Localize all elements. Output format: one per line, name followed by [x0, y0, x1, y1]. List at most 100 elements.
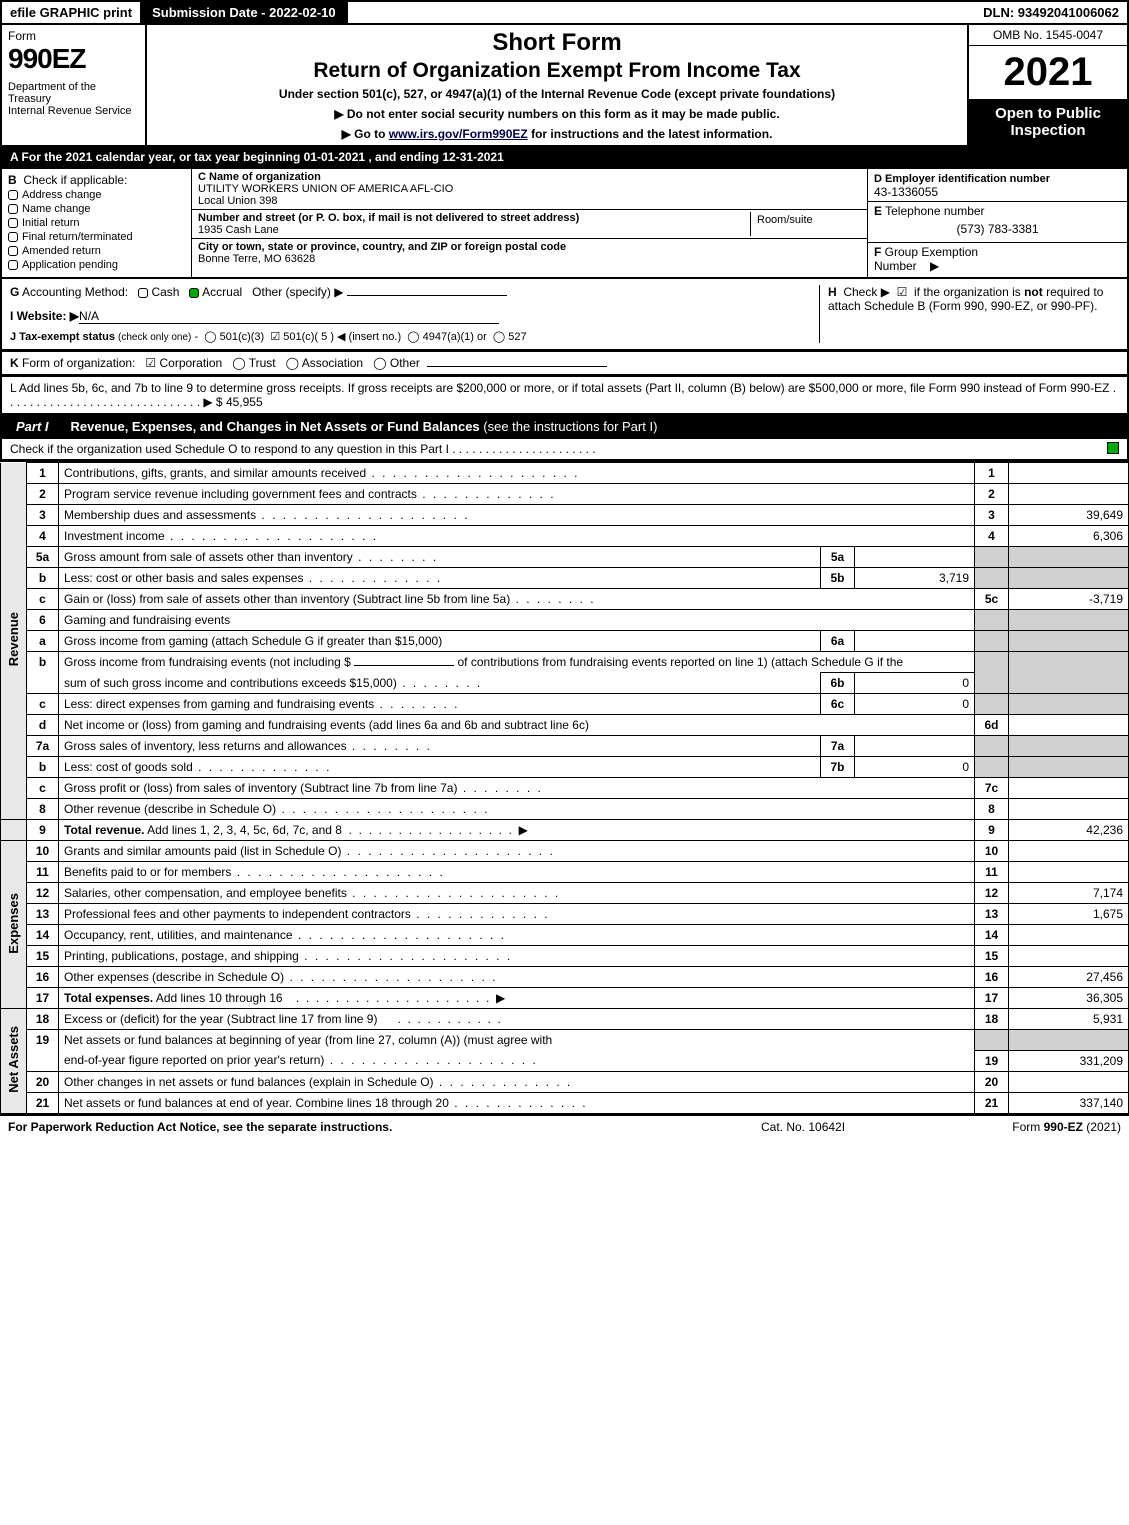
footer-center: Cat. No. 10642I	[761, 1120, 941, 1134]
line-6-desc: Gaming and fundraising events	[59, 610, 975, 631]
line-6b-subval: 0	[855, 673, 975, 694]
line-11-box: 11	[975, 862, 1009, 883]
cb-address-change[interactable]: Address change	[8, 189, 185, 201]
line-5a-desc: Gross amount from sale of assets other t…	[59, 547, 821, 568]
top-bar: efile GRAPHIC print Submission Date - 20…	[0, 0, 1129, 25]
line-11-desc: Benefits paid to or for members	[59, 862, 975, 883]
line-7c-val	[1009, 778, 1129, 799]
group-exemption-label: F Group ExemptionNumber ▶	[874, 245, 978, 273]
footer-right: Form 990-EZ (2021)	[941, 1120, 1121, 1134]
section-i: I Website: ▶N/A	[10, 309, 819, 324]
website-value: N/A	[79, 309, 499, 324]
line-4-val: 6,306	[1009, 526, 1129, 547]
line-15-box: 15	[975, 946, 1009, 967]
line-6a-subval	[855, 631, 975, 652]
warning-ssn: ▶ Do not enter social security numbers o…	[155, 107, 959, 121]
section-c: C Name of organization UTILITY WORKERS U…	[192, 169, 867, 277]
line-13-box: 13	[975, 904, 1009, 925]
section-l: L Add lines 5b, 6c, and 7b to line 9 to …	[0, 376, 1129, 415]
line-17-num: 17	[27, 988, 59, 1009]
page-footer: For Paperwork Reduction Act Notice, see …	[0, 1114, 1129, 1138]
line-19-box-s	[975, 1030, 1009, 1051]
line-4-box: 4	[975, 526, 1009, 547]
line-1-box: 1	[975, 463, 1009, 484]
line-6b-desc1: Gross income from fundraising events (no…	[59, 652, 975, 673]
part1-table: Revenue 1 Contributions, gifts, grants, …	[0, 462, 1129, 1114]
city-label: City or town, state or province, country…	[198, 241, 861, 253]
cb-final-return[interactable]: Final return/terminated	[8, 231, 185, 243]
line-9-num: 9	[27, 820, 59, 841]
line-20-desc: Other changes in net assets or fund bala…	[59, 1071, 975, 1092]
cb-name-change[interactable]: Name change	[8, 203, 185, 215]
line-2-num: 2	[27, 484, 59, 505]
line-8-num: 8	[27, 799, 59, 820]
line-6a-val	[1009, 631, 1129, 652]
line-14-val	[1009, 925, 1129, 946]
line-5b-desc: Less: cost or other basis and sales expe…	[59, 568, 821, 589]
line-5b-subnum: 5b	[821, 568, 855, 589]
line-6a-desc: Gross income from gaming (attach Schedul…	[59, 631, 821, 652]
line-7b-box	[975, 757, 1009, 778]
phone-label: E Telephone number	[874, 204, 985, 218]
netassets-side-label: Net Assets	[6, 1026, 21, 1093]
line-7a-box	[975, 736, 1009, 757]
line-4-desc: Investment income	[59, 526, 975, 547]
line-20-val	[1009, 1071, 1129, 1092]
line-2-box: 2	[975, 484, 1009, 505]
line-6c-subnum: 6c	[821, 694, 855, 715]
dln: DLN: 93492041006062	[975, 2, 1127, 23]
section-b: B B Check if applicable:Check if applica…	[2, 169, 192, 277]
line-6a-subnum: 6a	[821, 631, 855, 652]
line-6d-box: 6d	[975, 715, 1009, 736]
line-7b-val	[1009, 757, 1129, 778]
part1-title: Revenue, Expenses, and Changes in Net As…	[63, 415, 1127, 438]
line-18-val: 5,931	[1009, 1009, 1129, 1030]
line-7c-num: c	[27, 778, 59, 799]
line-5c-box: 5c	[975, 589, 1009, 610]
line-5b-val	[1009, 568, 1129, 589]
line-10-box: 10	[975, 841, 1009, 862]
cb-accrual[interactable]	[189, 288, 199, 298]
line-5c-val: -3,719	[1009, 589, 1129, 610]
form-id-block: Form 990EZ Department of the Treasury In…	[2, 25, 147, 145]
line-9-val: 42,236	[1009, 820, 1129, 841]
omb-number: OMB No. 1545-0047	[969, 25, 1127, 46]
line-14-num: 14	[27, 925, 59, 946]
line-5a-val	[1009, 547, 1129, 568]
line-6b-box-s	[975, 652, 1009, 673]
line-8-box: 8	[975, 799, 1009, 820]
cb-initial-return[interactable]: Initial return	[8, 217, 185, 229]
section-h: H Check ▶ ☑ if the organization is not r…	[819, 285, 1119, 343]
line-11-val	[1009, 862, 1129, 883]
line-3-box: 3	[975, 505, 1009, 526]
line-7b-subnum: 7b	[821, 757, 855, 778]
irs-link[interactable]: www.irs.gov/Form990EZ	[389, 127, 528, 141]
line-1-desc: Contributions, gifts, grants, and simila…	[59, 463, 975, 484]
line-19-num: 19	[27, 1030, 59, 1051]
line-6b-box	[975, 673, 1009, 694]
line-6-box	[975, 610, 1009, 631]
line-6c-num: c	[27, 694, 59, 715]
line-3-desc: Membership dues and assessments	[59, 505, 975, 526]
line-16-num: 16	[27, 967, 59, 988]
line-6d-val	[1009, 715, 1129, 736]
cb-amended-return[interactable]: Amended return	[8, 245, 185, 257]
section-j: J Tax-exempt status (check only one) - ◯…	[10, 330, 819, 343]
line-5a-box	[975, 547, 1009, 568]
cb-application-pending[interactable]: Application pending	[8, 259, 185, 271]
line-5b-box	[975, 568, 1009, 589]
line-10-num: 10	[27, 841, 59, 862]
cb-cash[interactable]	[138, 288, 148, 298]
line-18-box: 18	[975, 1009, 1009, 1030]
line-5a-subnum: 5a	[821, 547, 855, 568]
line-7b-subval: 0	[855, 757, 975, 778]
line-6b-num: b	[27, 652, 59, 673]
line-9-box: 9	[975, 820, 1009, 841]
line-19-desc2: end-of-year figure reported on prior yea…	[59, 1050, 975, 1071]
part1-header: Part I Revenue, Expenses, and Changes in…	[0, 415, 1129, 462]
phone-value: (573) 783-3381	[874, 218, 1121, 240]
footer-left: For Paperwork Reduction Act Notice, see …	[8, 1120, 761, 1134]
line-6a-num: a	[27, 631, 59, 652]
schedule-o-checkbox[interactable]	[1107, 442, 1119, 454]
section-a: A For the 2021 calendar year, or tax yea…	[0, 147, 1129, 169]
